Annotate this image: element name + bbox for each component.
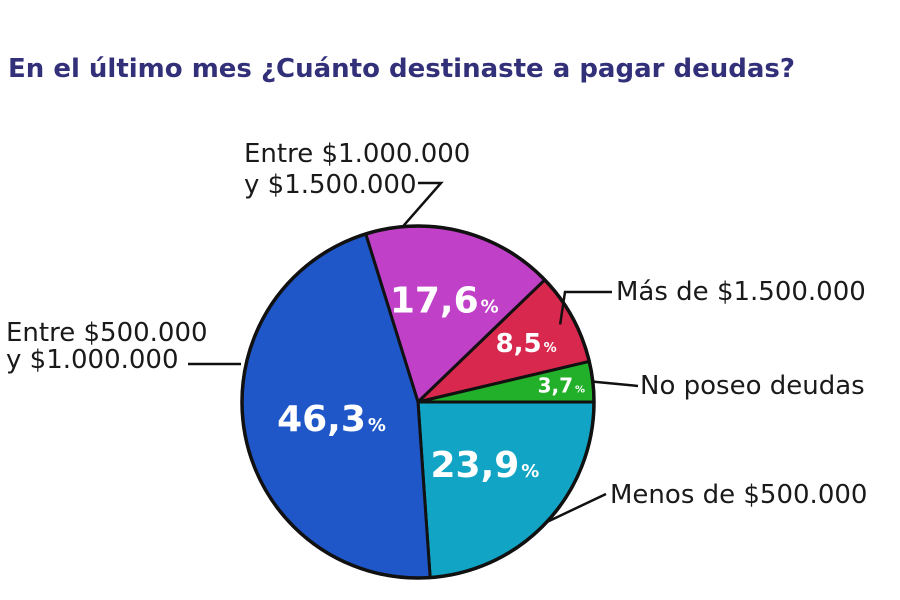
- slice-percentage-label: 8,5%: [496, 329, 557, 359]
- slice-category-label: Entre $1.000.000: [244, 139, 470, 169]
- chart-title: En el último mes ¿Cuánto destinaste a pa…: [8, 54, 795, 84]
- percentage-labels: 17,6 % 8,5 % 3,7 % 23,9 % 46,3%: [277, 280, 585, 486]
- slice-category-label: Entre $500.000: [6, 318, 208, 348]
- leader-lines: [188, 181, 639, 524]
- slice-category-label: y $1.500.000: [244, 170, 417, 200]
- slice-percentage-label: 3,7%: [538, 373, 585, 397]
- slice-category-label: No poseo deudas: [640, 371, 865, 401]
- pie-outline: [240, 224, 596, 580]
- slice-percentage-label: 17,6%: [390, 280, 499, 321]
- slice-percentage-label: 46,3%: [277, 399, 386, 440]
- pie-slice: [416, 400, 596, 580]
- slice-category-label: y $1.000.000: [6, 345, 179, 375]
- slice-category-label: Más de $1.500.000: [616, 277, 866, 307]
- leader-line: [592, 380, 639, 388]
- pie-slices: [240, 224, 596, 580]
- slice-percentage-label: 23,9%: [430, 445, 539, 486]
- slice-category-label: Menos de $500.000: [610, 480, 867, 510]
- leader-line: [558, 290, 612, 325]
- leader-line: [401, 181, 444, 228]
- leader-line: [546, 492, 607, 524]
